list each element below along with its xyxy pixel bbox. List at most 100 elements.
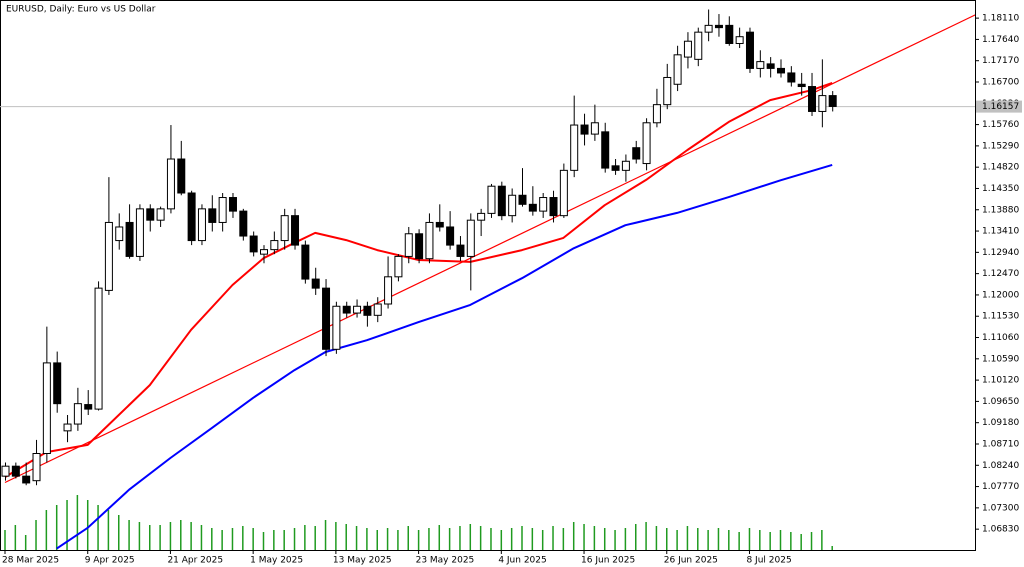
y-tick-label: 1.10590: [982, 354, 1019, 364]
candle-body: [32, 453, 41, 482]
candle-body: [725, 24, 734, 44]
candle-body: [745, 31, 754, 69]
candle-body: [260, 249, 268, 255]
y-tick-label: 1.12940: [982, 248, 1019, 258]
y-tick-label: 1.09180: [982, 418, 1019, 428]
candle-body: [270, 240, 279, 251]
x-tick-label: 8 Jul 2025: [746, 556, 791, 566]
candle-body: [456, 244, 465, 257]
candle-body: [611, 165, 620, 171]
candle-body: [704, 24, 713, 33]
candle-body: [683, 40, 692, 58]
y-tick-label: 1.09650: [982, 397, 1019, 407]
x-tick-label: 16 Jun 2025: [581, 556, 635, 566]
candle-body: [559, 169, 568, 217]
candle-body: [322, 287, 331, 350]
candle-body: [94, 287, 103, 410]
candle-body: [53, 362, 62, 405]
candle-body: [228, 197, 237, 212]
candle-body: [197, 208, 206, 242]
candle-body: [373, 303, 382, 316]
candle-body: [1, 465, 10, 477]
candle-body: [177, 158, 186, 194]
y-tick-label: 1.13880: [982, 205, 1019, 215]
candle-body: [291, 215, 300, 246]
candle-body: [818, 95, 827, 112]
candle-body: [570, 124, 579, 171]
y-tick-label: 1.18110: [982, 14, 1019, 24]
candle-body: [208, 208, 217, 223]
candle-body: [384, 276, 393, 305]
y-tick-label: 1.11530: [982, 312, 1019, 322]
x-tick-label: 13 May 2025: [333, 556, 392, 566]
candle-body: [621, 160, 630, 171]
x-tick-label: 1 May 2025: [250, 556, 303, 566]
y-tick-label: 1.11060: [982, 333, 1019, 343]
y-tick-label: 1.17170: [982, 56, 1019, 66]
y-tick-label: 1.14820: [982, 163, 1019, 173]
candle-body: [404, 233, 413, 257]
candle-body: [42, 362, 51, 455]
candle-body: [146, 208, 155, 221]
candle-body: [663, 76, 672, 106]
candle-body: [125, 221, 134, 257]
y-tick-label: 1.14350: [982, 184, 1019, 194]
x-tick-label: 26 Jun 2025: [664, 556, 718, 566]
candle-body: [249, 235, 258, 253]
y-tick-label: 1.17640: [982, 35, 1019, 45]
candle-body: [497, 185, 506, 217]
candle-body: [218, 197, 227, 223]
candle-body: [590, 122, 599, 135]
candle-body: [135, 208, 144, 257]
chart-title: EURUSD, Daily: Euro vs US Dollar: [6, 5, 156, 15]
candle-body: [477, 212, 486, 221]
candle-body: [756, 61, 765, 69]
candle-body: [332, 305, 341, 350]
y-tick-label: 1.16700: [982, 78, 1019, 88]
x-tick-label: 21 Apr 2025: [167, 556, 223, 566]
x-tick-label: 23 May 2025: [416, 556, 475, 566]
candle-body: [508, 194, 517, 217]
candle-body: [239, 210, 248, 237]
candle-body: [828, 95, 837, 107]
candle-body: [714, 24, 723, 29]
y-tick-label: 1.08710: [982, 439, 1019, 449]
x-tick-label: 4 Jun 2025: [498, 556, 546, 566]
candle-body: [642, 122, 651, 165]
candle-body: [528, 203, 537, 212]
candle-body: [777, 67, 785, 74]
y-tick-label: 1.15290: [982, 141, 1019, 151]
candle-body: [549, 197, 558, 217]
candle-body: [342, 305, 351, 314]
y-tick-label: 1.12000: [982, 290, 1019, 300]
candle-body: [735, 36, 744, 44]
moving-average: [56, 163, 833, 550]
candle-body: [673, 54, 682, 85]
y-tick-label: 1.07300: [982, 503, 1019, 513]
candle-body: [301, 244, 310, 280]
candle-body: [487, 185, 496, 214]
y-tick-label: 1.06830: [982, 525, 1019, 535]
candle-body: [280, 215, 289, 242]
y-tick-label: 1.15760: [982, 120, 1019, 130]
candle-body: [63, 423, 72, 432]
y-tick-label: 1.13410: [982, 227, 1019, 237]
candle-body: [446, 226, 455, 246]
candle-body: [787, 72, 796, 83]
candle-body: [156, 208, 165, 221]
y-tick-label: 1.12470: [982, 269, 1019, 279]
candle-body: [518, 194, 527, 205]
candle-body: [84, 404, 93, 410]
candle-body: [73, 403, 82, 425]
current-price-label: 1.16157: [982, 102, 1019, 112]
candle-body: [539, 197, 548, 212]
candle-body: [435, 221, 444, 228]
x-tick-label: 9 Apr 2025: [85, 556, 135, 566]
candle-body: [394, 255, 403, 278]
candle-body: [652, 104, 661, 124]
candle-body: [580, 124, 589, 135]
x-tick-label: 28 Mar 2025: [2, 556, 59, 566]
candle-body: [311, 278, 320, 289]
candle-body: [415, 233, 424, 260]
